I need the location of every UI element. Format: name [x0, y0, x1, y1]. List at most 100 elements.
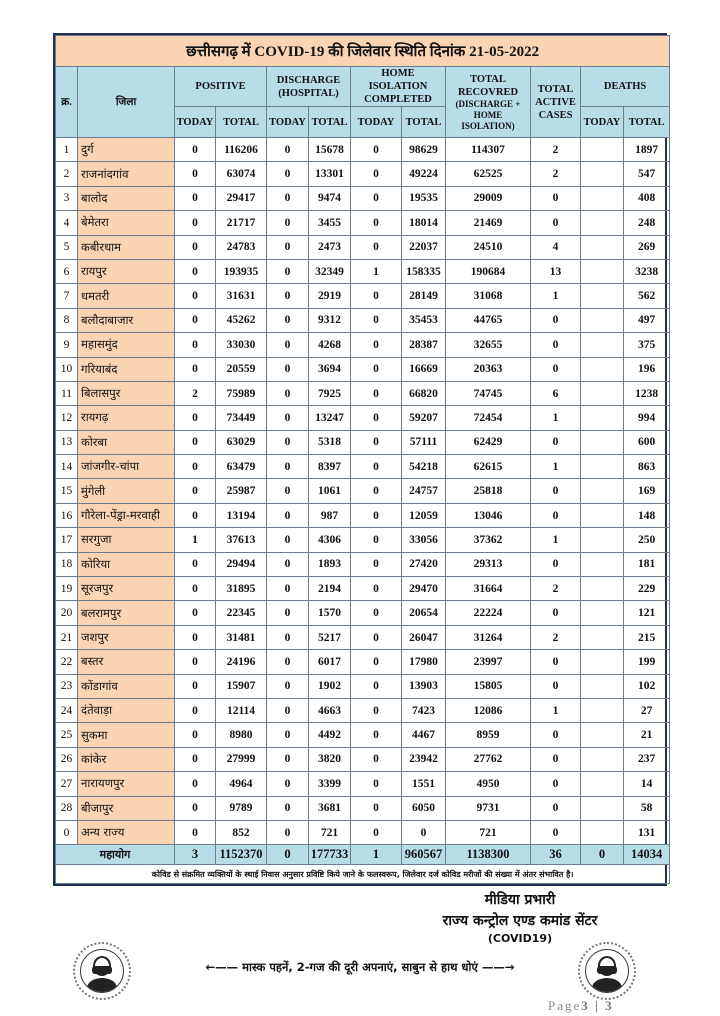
cell-district: सरगुजा: [77, 527, 175, 553]
cell-active: 2: [530, 136, 581, 163]
cell-pos-today: 0: [174, 600, 216, 626]
cell-hi-today: 0: [350, 746, 402, 773]
cell-dis-total: 4268: [308, 332, 351, 358]
report-title: छत्तीसगढ़ में COVID-19 की जिलेवार स्थिति…: [54, 35, 671, 67]
cell-sr: 20: [55, 600, 78, 626]
cell-sr: 13: [55, 429, 78, 456]
cell-death-today: [580, 454, 624, 480]
cell-pos-today: 0: [174, 746, 216, 773]
cell-recovered: 23997: [445, 649, 531, 675]
total-dis-total: 177733: [308, 844, 351, 866]
total-active: 36: [530, 844, 581, 866]
cell-recovered: 25818: [445, 478, 531, 504]
cell-pos-total: 29417: [215, 185, 267, 212]
cell-active: 0: [530, 551, 581, 578]
cell-dis-today: 0: [266, 332, 309, 358]
cell-hi-today: 0: [350, 136, 402, 163]
cell-recovered: 21469: [445, 210, 531, 236]
cell-death-today: [580, 380, 624, 407]
cell-pos-total: 22345: [215, 600, 267, 626]
cell-recovered: 72454: [445, 405, 531, 431]
cell-death-today: [580, 624, 624, 651]
signature-line-2: राज्य कन्ट्रोल एण्ड कमांड सेंटर: [442, 913, 598, 929]
cell-hi-today: 0: [350, 185, 402, 212]
cell-dis-total: 4492: [308, 722, 351, 748]
cell-pos-today: 0: [174, 210, 216, 236]
cell-death-total: 21: [622, 722, 671, 748]
cell-recovered: 32655: [445, 332, 531, 358]
header-deaths: DEATHS: [579, 66, 671, 107]
cell-recovered: 20363: [445, 356, 531, 382]
cell-recovered: 15805: [445, 673, 531, 699]
cell-pos-total: 20559: [215, 356, 267, 382]
cell-recovered: 62525: [445, 161, 531, 187]
cell-pos-today: 0: [174, 185, 216, 212]
cell-recovered: 37362: [445, 527, 531, 553]
cell-hi-today: 0: [350, 161, 402, 187]
cell-sr: 23: [55, 673, 78, 699]
header-positive-today: TODAY: [174, 106, 216, 138]
cell-death-today: [580, 356, 624, 382]
cell-pos-total: 8980: [215, 722, 267, 748]
cell-death-total: 600: [622, 429, 671, 456]
cell-death-today: [580, 502, 624, 529]
cell-recovered: 29313: [445, 551, 531, 578]
cell-recovered: 721: [445, 819, 531, 846]
page-label: Page: [548, 998, 582, 1013]
cell-recovered: 22224: [445, 600, 531, 626]
table-row: 1 दुर्ग 0 116206 0 15678 0 98629 114307 2 1897: [55, 136, 671, 163]
table-row: 25 सुकमा 0 8980 0 4492 0 4467 8959 0 21: [55, 722, 671, 748]
total-hi-total: 960567: [401, 844, 446, 866]
cell-hi-today: 0: [350, 380, 402, 407]
header-positive: POSITIVE: [174, 66, 267, 107]
header-home-isolation: HOME ISOLATION COMPLETED: [350, 66, 446, 107]
cell-dis-today: 0: [266, 502, 309, 529]
cell-pos-total: 27999: [215, 746, 267, 773]
cell-hi-today: 0: [350, 771, 402, 797]
cell-dis-today: 0: [266, 429, 309, 456]
cell-sr: 9: [55, 332, 78, 358]
cell-dis-total: 6017: [308, 649, 351, 675]
cell-active: 0: [530, 746, 581, 773]
cell-hi-today: 0: [350, 819, 402, 846]
table-row: 21 जशपुर 0 31481 0 5217 0 26047 31264 2 215: [55, 624, 671, 651]
cell-active: 0: [530, 795, 581, 821]
total-pos-total: 1152370: [215, 844, 267, 866]
cell-death-today: [580, 576, 624, 602]
cell-dis-today: 0: [266, 673, 309, 699]
cell-district: अन्य राज्य: [77, 819, 175, 846]
cell-dis-today: 0: [266, 527, 309, 553]
cell-dis-total: 987: [308, 502, 351, 529]
cell-hi-total: 26047: [401, 624, 446, 651]
cell-death-today: [580, 429, 624, 456]
cell-death-total: 215: [622, 624, 671, 651]
cell-hi-today: 0: [350, 722, 402, 748]
cell-active: 13: [530, 258, 581, 285]
cell-hi-today: 0: [350, 527, 402, 553]
cell-pos-total: 75989: [215, 380, 267, 407]
total-recovered: 1138300: [445, 844, 531, 866]
cell-death-total: 169: [622, 478, 671, 504]
page-number: Page3 | 3: [548, 998, 614, 1014]
cell-death-total: 58: [622, 795, 671, 821]
cell-death-total: 547: [622, 161, 671, 187]
cell-hi-total: 49224: [401, 161, 446, 187]
cell-dis-today: 0: [266, 551, 309, 578]
cell-hi-today: 0: [350, 478, 402, 504]
cell-dis-total: 3399: [308, 771, 351, 797]
cell-death-today: [580, 697, 624, 724]
cell-death-today: [580, 527, 624, 553]
cell-hi-today: 1: [350, 258, 402, 285]
cell-hi-total: 12059: [401, 502, 446, 529]
cell-pos-total: 45262: [215, 307, 267, 334]
cell-hi-total: 54218: [401, 454, 446, 480]
cell-pos-total: 37613: [215, 527, 267, 553]
cell-death-total: 248: [622, 210, 671, 236]
cell-district: कांकेर: [77, 746, 175, 773]
cell-hi-today: 0: [350, 673, 402, 699]
cell-pos-today: 0: [174, 356, 216, 382]
cell-death-total: 269: [622, 234, 671, 260]
cell-pos-today: 0: [174, 161, 216, 187]
cell-dis-total: 3681: [308, 795, 351, 821]
cell-active: 0: [530, 722, 581, 748]
